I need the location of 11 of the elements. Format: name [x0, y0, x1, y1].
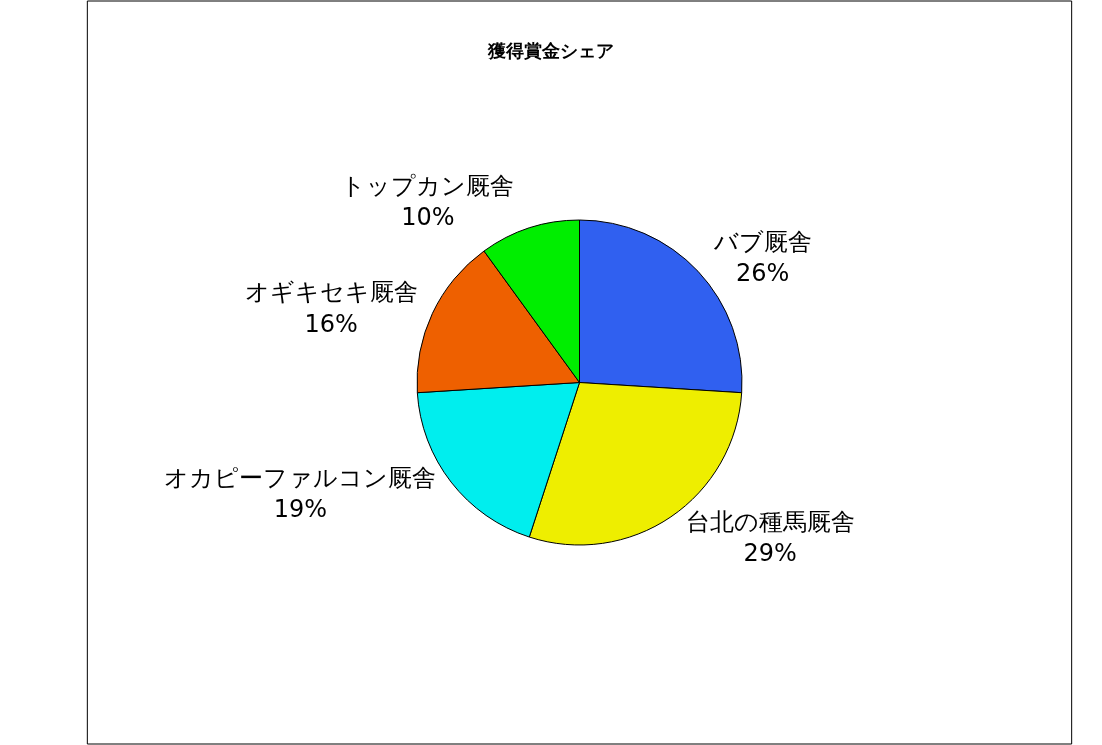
- slice-label: オギキセキ厩舎: [244, 278, 418, 307]
- slice-label: オカピーファルコン厩舎: [164, 463, 437, 492]
- chart-title: 獲得賞金シェア: [487, 40, 614, 62]
- slice-label: 台北の種馬厩舎: [685, 507, 855, 536]
- data-label: 10%: [401, 202, 455, 231]
- data-label: 16%: [304, 309, 358, 338]
- slice-label: バブ厩舎: [712, 227, 812, 256]
- data-label: 26%: [736, 258, 790, 287]
- data-label: 19%: [273, 494, 327, 523]
- slice-label: トップカン厩舎: [341, 171, 515, 200]
- data-label: 29%: [743, 538, 797, 567]
